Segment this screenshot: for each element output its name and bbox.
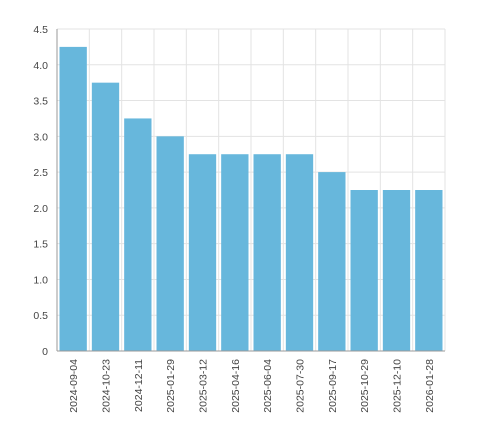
y-tick-label: 2.5 [33, 167, 48, 179]
bar-2025-09-17 [318, 172, 346, 351]
x-tick-label: 2025-01-29 [165, 359, 177, 413]
bar-2025-10-29 [350, 190, 378, 351]
x-tick-label: 2025-12-10 [392, 359, 404, 413]
bar-2025-06-04 [253, 154, 281, 351]
y-tick-label: 3.0 [33, 131, 48, 143]
bar-2025-04-16 [221, 154, 249, 351]
bar-2025-01-29 [156, 136, 184, 351]
bars [59, 46, 443, 352]
y-tick-labels: 0 0.5 1.0 1.5 2.0 2.5 3.0 3.5 4.0 4.5 [33, 24, 48, 358]
y-tick-label: 1.0 [33, 274, 48, 286]
y-tick-label: 1.5 [33, 239, 48, 251]
y-tick-label: 4.0 [33, 60, 48, 72]
y-tick-label: 0 [42, 346, 48, 358]
y-tick-label: 4.5 [33, 24, 48, 36]
y-tick-label: 3.5 [33, 96, 48, 108]
x-tick-label: 2024-10-23 [101, 359, 113, 413]
y-tick-label: 2.0 [33, 203, 48, 215]
bar-2024-12-11 [124, 118, 152, 351]
x-tick-label: 2025-04-16 [230, 359, 242, 413]
x-tick-label: 2025-09-17 [327, 359, 339, 413]
bar-2025-03-12 [188, 154, 217, 351]
x-tick-label: 2024-12-11 [133, 359, 145, 412]
y-tick-label: 0.5 [33, 310, 48, 322]
bar-2024-09-04 [59, 46, 87, 352]
x-tick-labels: 2024-09-04 2024-10-23 2024-12-11 2025-01-29… [68, 359, 436, 413]
bar-2025-12-10 [382, 190, 411, 351]
bar-2025-07-30 [285, 154, 314, 351]
x-tick-label: 2025-10-29 [359, 359, 371, 413]
bar-2024-10-23 [91, 82, 120, 352]
bar-2026-01-28 [415, 190, 443, 351]
axes [56, 29, 445, 352]
x-tick-label: 2024-09-04 [68, 359, 80, 413]
x-tick-label: 2025-06-04 [262, 359, 274, 413]
x-tick-label: 2025-03-12 [198, 359, 210, 413]
x-tick-label: 2025-07-30 [295, 359, 307, 413]
x-tick-label: 2026-01-28 [424, 359, 436, 413]
